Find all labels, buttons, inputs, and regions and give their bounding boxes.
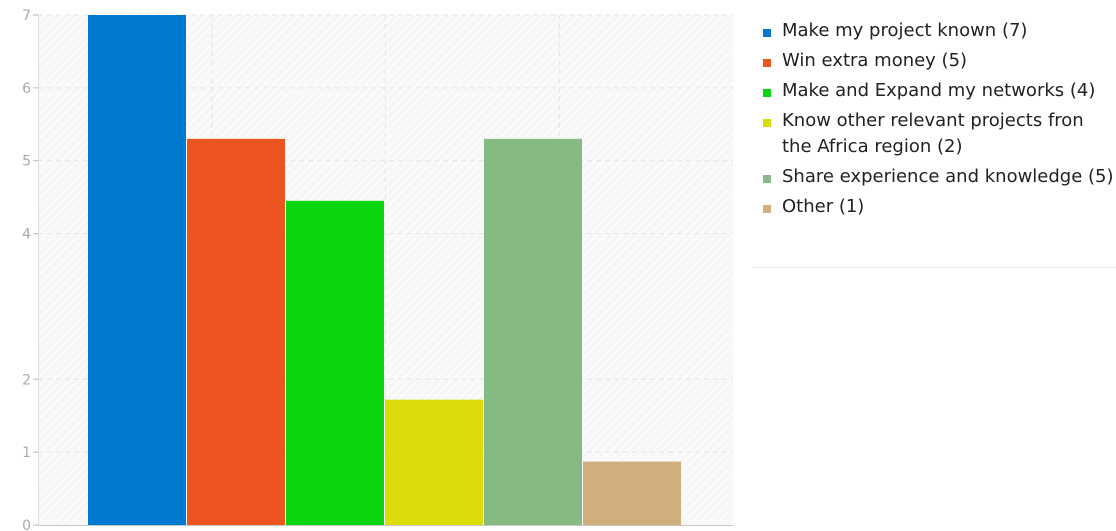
y-tick-label: 4: [22, 227, 31, 243]
bar[interactable]: [385, 399, 483, 525]
bar[interactable]: [583, 461, 681, 525]
y-tick-label: 7: [22, 8, 31, 24]
legend-label: Know other relevant projects fron the Af…: [782, 110, 1084, 157]
bar[interactable]: [286, 200, 384, 526]
legend-swatch: [763, 175, 771, 183]
legend-label: Make my project known (7): [782, 20, 1028, 41]
y-tick-label: 1: [22, 445, 31, 461]
y-tick-label: 6: [22, 81, 31, 97]
legend-item[interactable]: Know other relevant projects fron the Af…: [752, 108, 1116, 160]
y-tick-label: 0: [22, 518, 31, 531]
y-tick-label: 5: [22, 154, 31, 170]
bar[interactable]: [187, 138, 285, 525]
y-tick-label: 2: [22, 372, 31, 388]
y-axis-ticks: 0 1 2 4 5 6 7: [22, 8, 38, 531]
legend-label: Other (1): [782, 196, 865, 217]
legend-item[interactable]: Make my project known (7): [752, 18, 1116, 44]
legend-swatch: [763, 205, 771, 213]
legend: Make my project known (7) Win extra mone…: [752, 14, 1116, 268]
legend-item[interactable]: Other (1): [752, 194, 1116, 220]
legend-label: Share experience and knowledge (5): [782, 166, 1114, 187]
bar-chart: 0 1 2 4 5 6 7: [22, 8, 733, 531]
bars: [88, 15, 681, 526]
legend-label: Win extra money (5): [782, 50, 968, 71]
legend-item[interactable]: Share experience and knowledge (5): [752, 164, 1116, 190]
legend-swatch: [763, 29, 771, 37]
legend-item[interactable]: Win extra money (5): [752, 48, 1116, 74]
legend-swatch: [763, 119, 771, 127]
legend-label: Make and Expand my networks (4): [782, 80, 1096, 101]
bar[interactable]: [88, 15, 186, 525]
legend-swatch: [763, 89, 771, 97]
legend-item[interactable]: Make and Expand my networks (4): [752, 78, 1116, 104]
bar[interactable]: [484, 138, 582, 525]
legend-swatch: [763, 59, 771, 67]
